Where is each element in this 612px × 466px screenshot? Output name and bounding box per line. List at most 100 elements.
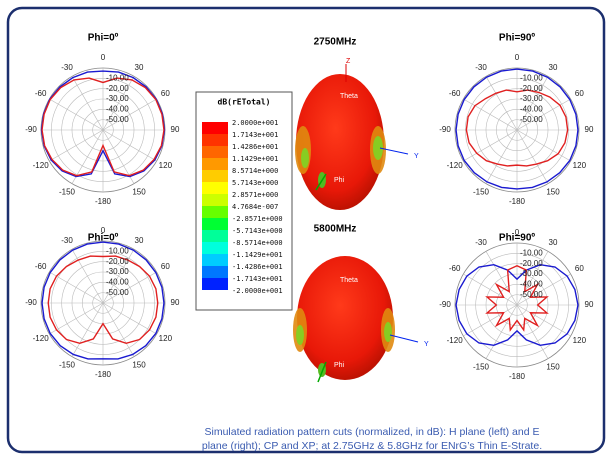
r-tick-label: -30.00 [106, 267, 129, 276]
colorbar-title: dB(rETotal) [218, 98, 271, 107]
r-tick-label: -40.00 [520, 279, 543, 288]
angle-label: 60 [161, 262, 170, 271]
r-tick-label: -40.00 [106, 277, 129, 286]
angle-label: -90 [439, 300, 451, 309]
angle-label: 120 [159, 161, 173, 170]
figure-title: 5800MHz [314, 224, 357, 235]
angle-label: 150 [546, 187, 560, 196]
angle-label: -180 [509, 197, 526, 206]
angle-label: 120 [573, 161, 587, 170]
r-tick-label: -10.00 [106, 246, 129, 255]
axis-label: Theta [340, 277, 358, 284]
colorbar-label: -5.7143e+000 [232, 227, 283, 235]
axis-label: Z [346, 58, 351, 65]
colorbar-label: -1.1429e+001 [232, 251, 283, 259]
chart-title: Phi=90º [499, 33, 536, 44]
colorbar-label: 1.1429e+001 [232, 155, 278, 163]
angle-label: -60 [449, 89, 461, 98]
angle-label: -120 [33, 334, 50, 343]
caption: Simulated radiation pattern cuts (normal… [204, 426, 539, 438]
colorbar-label: 8.5714e+000 [232, 167, 278, 175]
angle-label: 150 [132, 360, 146, 369]
colorbar-label: 1.7143e+001 [232, 131, 278, 139]
angle-label: -90 [25, 125, 37, 134]
colorbar-label: -1.4286e+001 [232, 263, 283, 271]
colorbar-cell [202, 230, 228, 242]
r-tick-label: -50.00 [106, 288, 129, 297]
colorbar-cell [202, 266, 228, 278]
colorbar-label: 5.7143e+000 [232, 179, 278, 187]
axis-label: Phi [334, 362, 345, 369]
angle-label: -120 [447, 336, 464, 345]
colorbar-label: -8.5714e+000 [232, 239, 283, 247]
angle-label: -60 [35, 262, 47, 271]
angle-label: 0 [101, 226, 106, 235]
angle-label: 90 [171, 125, 180, 134]
colorbar-cell [202, 206, 228, 218]
angle-label: 0 [515, 228, 520, 237]
colorbar-cell [202, 194, 228, 206]
angle-label: 60 [575, 264, 584, 273]
axis-label: Theta [340, 93, 358, 100]
chart-title: Phi=0º [88, 33, 119, 44]
r-tick-label: -20.00 [520, 259, 543, 268]
r-tick-label: -50.00 [520, 115, 543, 124]
colorbar-cell [202, 134, 228, 146]
page: {"chart_data": [ {"type": "polar", "titl… [0, 0, 612, 466]
angle-label: 150 [546, 362, 560, 371]
angle-label: 60 [161, 89, 170, 98]
angle-label: -30 [475, 238, 487, 247]
angle-label: -120 [447, 161, 464, 170]
angle-label: 30 [549, 238, 558, 247]
colorbar-label: 4.7684e-007 [232, 203, 278, 211]
angle-label: 90 [585, 300, 594, 309]
angle-label: 90 [585, 125, 594, 134]
angle-label: 30 [135, 63, 144, 72]
angle-label: -150 [59, 187, 76, 196]
colorbar-cell [202, 146, 228, 158]
angle-label: -60 [449, 264, 461, 273]
slide: 2750MHz 5800MHz Z Theta Phi Y Theta Phi … [0, 0, 612, 461]
colorbar-cell [202, 218, 228, 230]
axis-label: Phi [334, 177, 345, 184]
r-tick-label: -30.00 [520, 94, 543, 103]
angle-label: -90 [439, 125, 451, 134]
angle-label: -180 [95, 197, 112, 206]
angle-label: 30 [549, 63, 558, 72]
angle-label: 120 [573, 336, 587, 345]
r-tick-label: -30.00 [106, 94, 129, 103]
colorbar-cell [202, 242, 228, 254]
r-tick-label: -10.00 [520, 73, 543, 82]
colorbar-label: 2.8571e+000 [232, 191, 278, 199]
axis-label: Y [424, 341, 429, 348]
r-tick-label: -50.00 [106, 115, 129, 124]
colorbar-cell [202, 158, 228, 170]
angle-label: -180 [509, 372, 526, 381]
r-tick-label: -20.00 [520, 84, 543, 93]
colorbar-label: -2.0000e+001 [232, 287, 283, 295]
caption: plane (right); CP and XP; at 2.75GHz & 5… [202, 440, 542, 452]
r-tick-label: -40.00 [520, 104, 543, 113]
angle-label: 0 [515, 53, 520, 62]
angle-label: -30 [475, 63, 487, 72]
colorbar-cell [202, 278, 228, 290]
r-tick-label: -10.00 [106, 73, 129, 82]
r-tick-label: -30.00 [520, 269, 543, 278]
angle-label: 60 [575, 89, 584, 98]
r-tick-label: -40.00 [106, 104, 129, 113]
angle-label: 150 [132, 187, 146, 196]
colorbar-label: -1.7143e+001 [232, 275, 283, 283]
angle-label: -150 [473, 362, 490, 371]
colorbar-label: -2.8571e+000 [232, 215, 283, 223]
angle-label: -30 [61, 63, 73, 72]
r-tick-label: -20.00 [106, 84, 129, 93]
angle-label: 120 [159, 334, 173, 343]
angle-label: -30 [61, 236, 73, 245]
angle-label: 30 [135, 236, 144, 245]
angle-label: -180 [95, 370, 112, 379]
angle-label: -150 [59, 360, 76, 369]
angle-label: -90 [25, 298, 37, 307]
r-tick-label: -10.00 [520, 248, 543, 257]
angle-label: -120 [33, 161, 50, 170]
colorbar-cell [202, 182, 228, 194]
